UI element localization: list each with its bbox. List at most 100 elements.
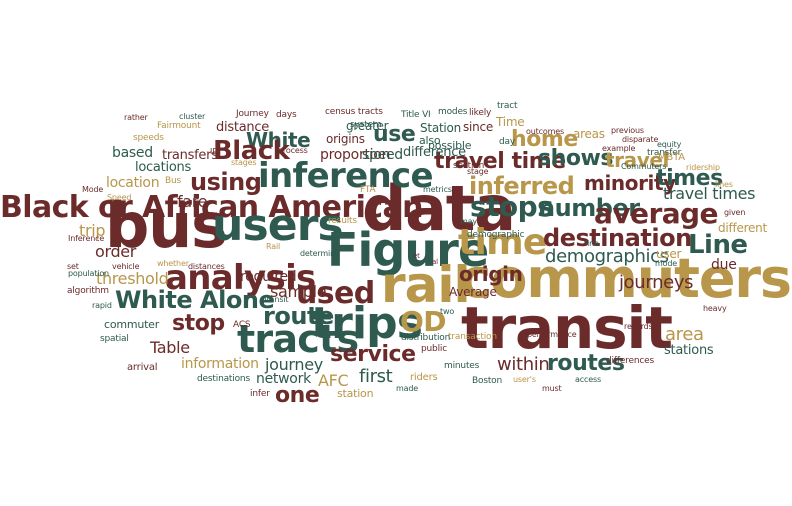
word: stage [467,167,489,176]
word: average [594,197,719,230]
word: destination [543,224,692,252]
word: service [330,342,416,367]
word: equity [657,140,682,149]
word: ID [210,147,219,156]
word: census tracts [325,107,383,117]
word: Commuters [621,162,667,171]
word: Time [496,115,525,129]
word: day [499,137,516,147]
word: proportion [320,147,391,163]
word: used [296,276,375,311]
word: arrival [127,362,158,373]
word: population [68,269,109,278]
word: modes [438,107,468,117]
word: Rail [266,242,281,251]
word: transfer [647,148,682,158]
word: cluster [179,112,206,121]
word: difference [403,145,466,160]
word: made [396,384,419,393]
word: based [112,145,153,161]
word: Figure [327,223,489,277]
word: journeys [619,272,694,293]
word: network [256,371,311,387]
word: analysis [165,258,316,298]
word: locations [135,160,192,175]
word: trip [79,221,106,240]
word: ridership [686,163,720,172]
word: Transit [263,295,289,304]
word: algorithm [67,286,109,296]
word: fare [177,192,208,211]
word: Black [213,136,290,166]
word: Mode [82,185,104,194]
word: minutes [444,361,480,371]
word: different [718,221,767,235]
word: transfers [162,148,218,163]
word: origin [459,262,523,286]
word: station [337,387,374,400]
word: ACS [233,320,251,330]
word: AFC [318,371,349,390]
word: commuters [459,247,792,310]
word: stop [172,311,225,336]
word: times [656,166,723,191]
word: riders [410,372,438,383]
word: line [585,239,599,248]
word: Boston [472,376,503,386]
word: area [665,324,704,345]
word: origins [326,132,365,146]
word: shows [538,146,614,171]
word: differences [606,356,655,366]
word: heavy [703,304,727,313]
word: transit [461,294,673,362]
word: FTA [360,185,376,195]
word: within [497,354,550,375]
word: sample [270,282,327,301]
word: metrics [423,185,452,194]
word: travel times [663,184,756,203]
word: Table [150,338,190,357]
word: users [212,200,344,251]
word: Journey [236,109,269,119]
word: speed [362,147,403,163]
word: Fairmount [157,121,201,131]
word: tract [497,101,518,111]
word: travel time [434,149,566,174]
word: MBTA [658,152,685,163]
word: set [67,262,79,271]
word: previous [611,126,644,135]
word: greater [346,119,389,133]
word: results [328,216,357,226]
word: since [463,120,493,134]
word: likely [469,108,492,118]
word: home [511,127,578,152]
word: user [656,247,682,261]
word: Speed [107,193,132,202]
word: rapid [92,301,112,310]
word: White Alone [115,286,275,314]
word: data [362,172,516,245]
word: routes [547,351,625,376]
word: number [538,194,640,222]
word: possible [428,139,472,152]
word: example [602,144,636,153]
word: commuter [104,318,160,331]
word: lines [715,180,733,189]
word: distribution [401,333,451,343]
word: infer [250,389,270,399]
word: stops [470,190,554,223]
word: White [246,128,311,152]
word: Station [420,121,461,135]
word: order [95,242,137,261]
word: one [275,383,320,408]
word: public [421,344,447,354]
word: time [458,222,547,263]
word: transaction [448,332,497,342]
word: minority [584,171,676,195]
word: destinations [197,374,250,384]
word: rather [124,113,148,122]
word: distances [188,262,225,271]
word: Average [449,285,497,299]
word: performance [527,330,577,339]
